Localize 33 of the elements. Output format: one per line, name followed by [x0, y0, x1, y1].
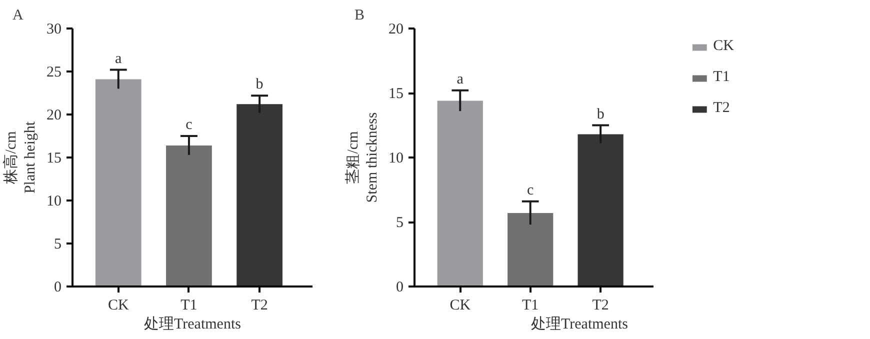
x-tick-label: CK	[450, 298, 471, 314]
y-tick-label: 10	[388, 150, 404, 166]
x-axis-title: 处理Treatments	[144, 316, 242, 332]
y-axis-title: 株高/cm Plant height	[2, 120, 38, 194]
chart-title: B	[354, 8, 365, 24]
annotation: b	[256, 76, 264, 93]
x-tick-label: CK	[108, 298, 129, 314]
y-axis-title: 茎粗/cm Stem thickness	[344, 112, 380, 203]
y-tick-label: 5	[396, 215, 404, 231]
y-tick-label: 10	[46, 194, 62, 210]
x-axis-title: 处理Treatments	[531, 316, 628, 332]
x-tick-label: T1	[180, 298, 198, 314]
y-tick-label: 5	[54, 236, 62, 252]
chart-title: A	[12, 8, 24, 24]
y-tick-label: 0	[54, 280, 62, 296]
annotation: a	[115, 50, 122, 67]
annotation: b	[596, 106, 604, 122]
y-tick-label: 30	[46, 22, 62, 38]
legend-label: T1	[713, 69, 731, 86]
y-tick-label: 20	[388, 22, 404, 38]
x-tick-label: T2	[592, 298, 609, 314]
annotation: a	[456, 71, 464, 88]
y-tick-label: 15	[388, 86, 404, 102]
legend-label: T2	[713, 100, 731, 117]
x-tick-label: T2	[251, 298, 268, 314]
annotation: c	[527, 182, 534, 198]
y-tick-label: 0	[396, 280, 404, 296]
legend-label: CK	[713, 38, 734, 55]
y-tick-label: 25	[46, 64, 62, 80]
annotation: c	[186, 117, 193, 133]
y-tick-label: 15	[46, 150, 62, 166]
x-tick-label: T1	[522, 298, 539, 314]
y-tick-label: 20	[46, 108, 62, 124]
